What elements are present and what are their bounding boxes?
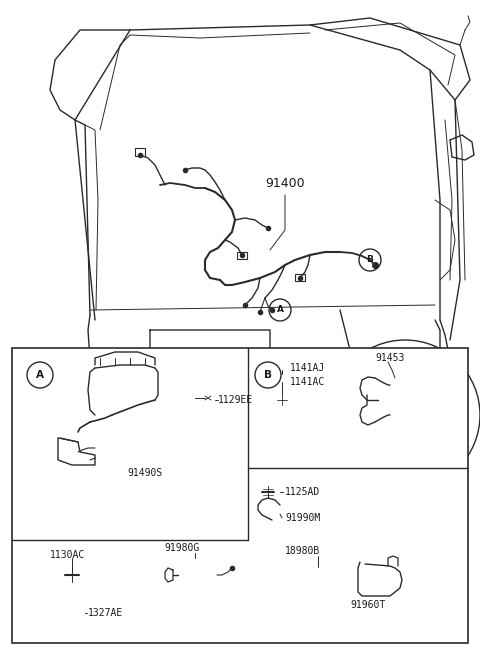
Text: B: B bbox=[367, 255, 373, 265]
Text: 91400: 91400 bbox=[265, 177, 305, 190]
Bar bbox=[190, 382, 198, 387]
Bar bbox=[12, 348, 468, 643]
Text: 91453: 91453 bbox=[375, 353, 404, 363]
Bar bbox=[237, 252, 247, 259]
Text: 91490S: 91490S bbox=[127, 468, 163, 478]
Text: A: A bbox=[36, 370, 44, 380]
Bar bbox=[190, 390, 198, 395]
Text: 91990M: 91990M bbox=[285, 513, 320, 523]
Text: 1327AE: 1327AE bbox=[88, 608, 123, 618]
Bar bbox=[295, 274, 305, 281]
Text: B: B bbox=[264, 370, 272, 380]
Text: 91980G: 91980G bbox=[164, 543, 200, 553]
Text: 1129EE: 1129EE bbox=[218, 395, 253, 405]
Text: 91960T: 91960T bbox=[350, 600, 385, 610]
Bar bbox=[190, 406, 198, 411]
Bar bbox=[155, 375, 190, 423]
Text: 1130AC: 1130AC bbox=[50, 550, 85, 560]
Circle shape bbox=[65, 606, 79, 620]
Text: 1125AD: 1125AD bbox=[285, 487, 320, 497]
Text: 1141AC: 1141AC bbox=[290, 377, 325, 387]
Circle shape bbox=[308, 567, 328, 587]
Text: A: A bbox=[276, 305, 284, 314]
Bar bbox=[135, 148, 145, 156]
Bar bbox=[190, 414, 198, 419]
Text: 1141AJ: 1141AJ bbox=[290, 363, 325, 373]
Bar bbox=[190, 398, 198, 403]
Text: 18980B: 18980B bbox=[284, 546, 320, 556]
